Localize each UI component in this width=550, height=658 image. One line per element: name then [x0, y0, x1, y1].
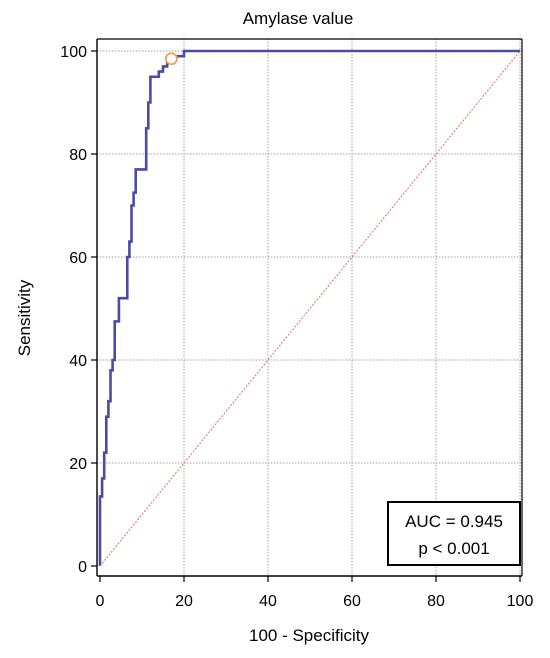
cutoff-point-marker [164, 52, 178, 66]
y-axis-label: Sensitivity [15, 279, 34, 356]
x-tick-label: 40 [259, 593, 277, 610]
x-tick-label: 0 [96, 593, 105, 610]
x-tick-label: 20 [175, 593, 193, 610]
x-tick-label: 100 [507, 593, 534, 610]
y-tick-label: 60 [69, 250, 87, 267]
auc-annotation-box: AUC = 0.945 p < 0.001 [387, 501, 521, 566]
y-tick-label: 0 [78, 559, 87, 576]
roc-curve [98, 49, 520, 566]
y-tick-label: 40 [69, 353, 87, 370]
grid-lines [97, 39, 522, 576]
y-tick-label: 80 [69, 147, 87, 164]
y-tick-label: 100 [60, 44, 87, 61]
plot-area [97, 39, 522, 576]
reference-diagonal-line [99, 50, 521, 567]
tick-labels: 0 20 40 60 80 100 0 20 40 60 80 100 [60, 44, 533, 610]
annotation-frame [387, 501, 521, 566]
x-tick-label: 60 [343, 593, 361, 610]
series-layer [98, 49, 521, 567]
auc-text: AUC = 0.945 [405, 512, 503, 531]
chart-title: Amylase value [243, 9, 354, 28]
axes [91, 38, 523, 582]
x-axis-label: 100 - Specificity [249, 626, 369, 645]
x-tick-label: 80 [427, 593, 445, 610]
y-tick-label: 20 [69, 456, 87, 473]
p-value-text: p < 0.001 [418, 539, 489, 558]
